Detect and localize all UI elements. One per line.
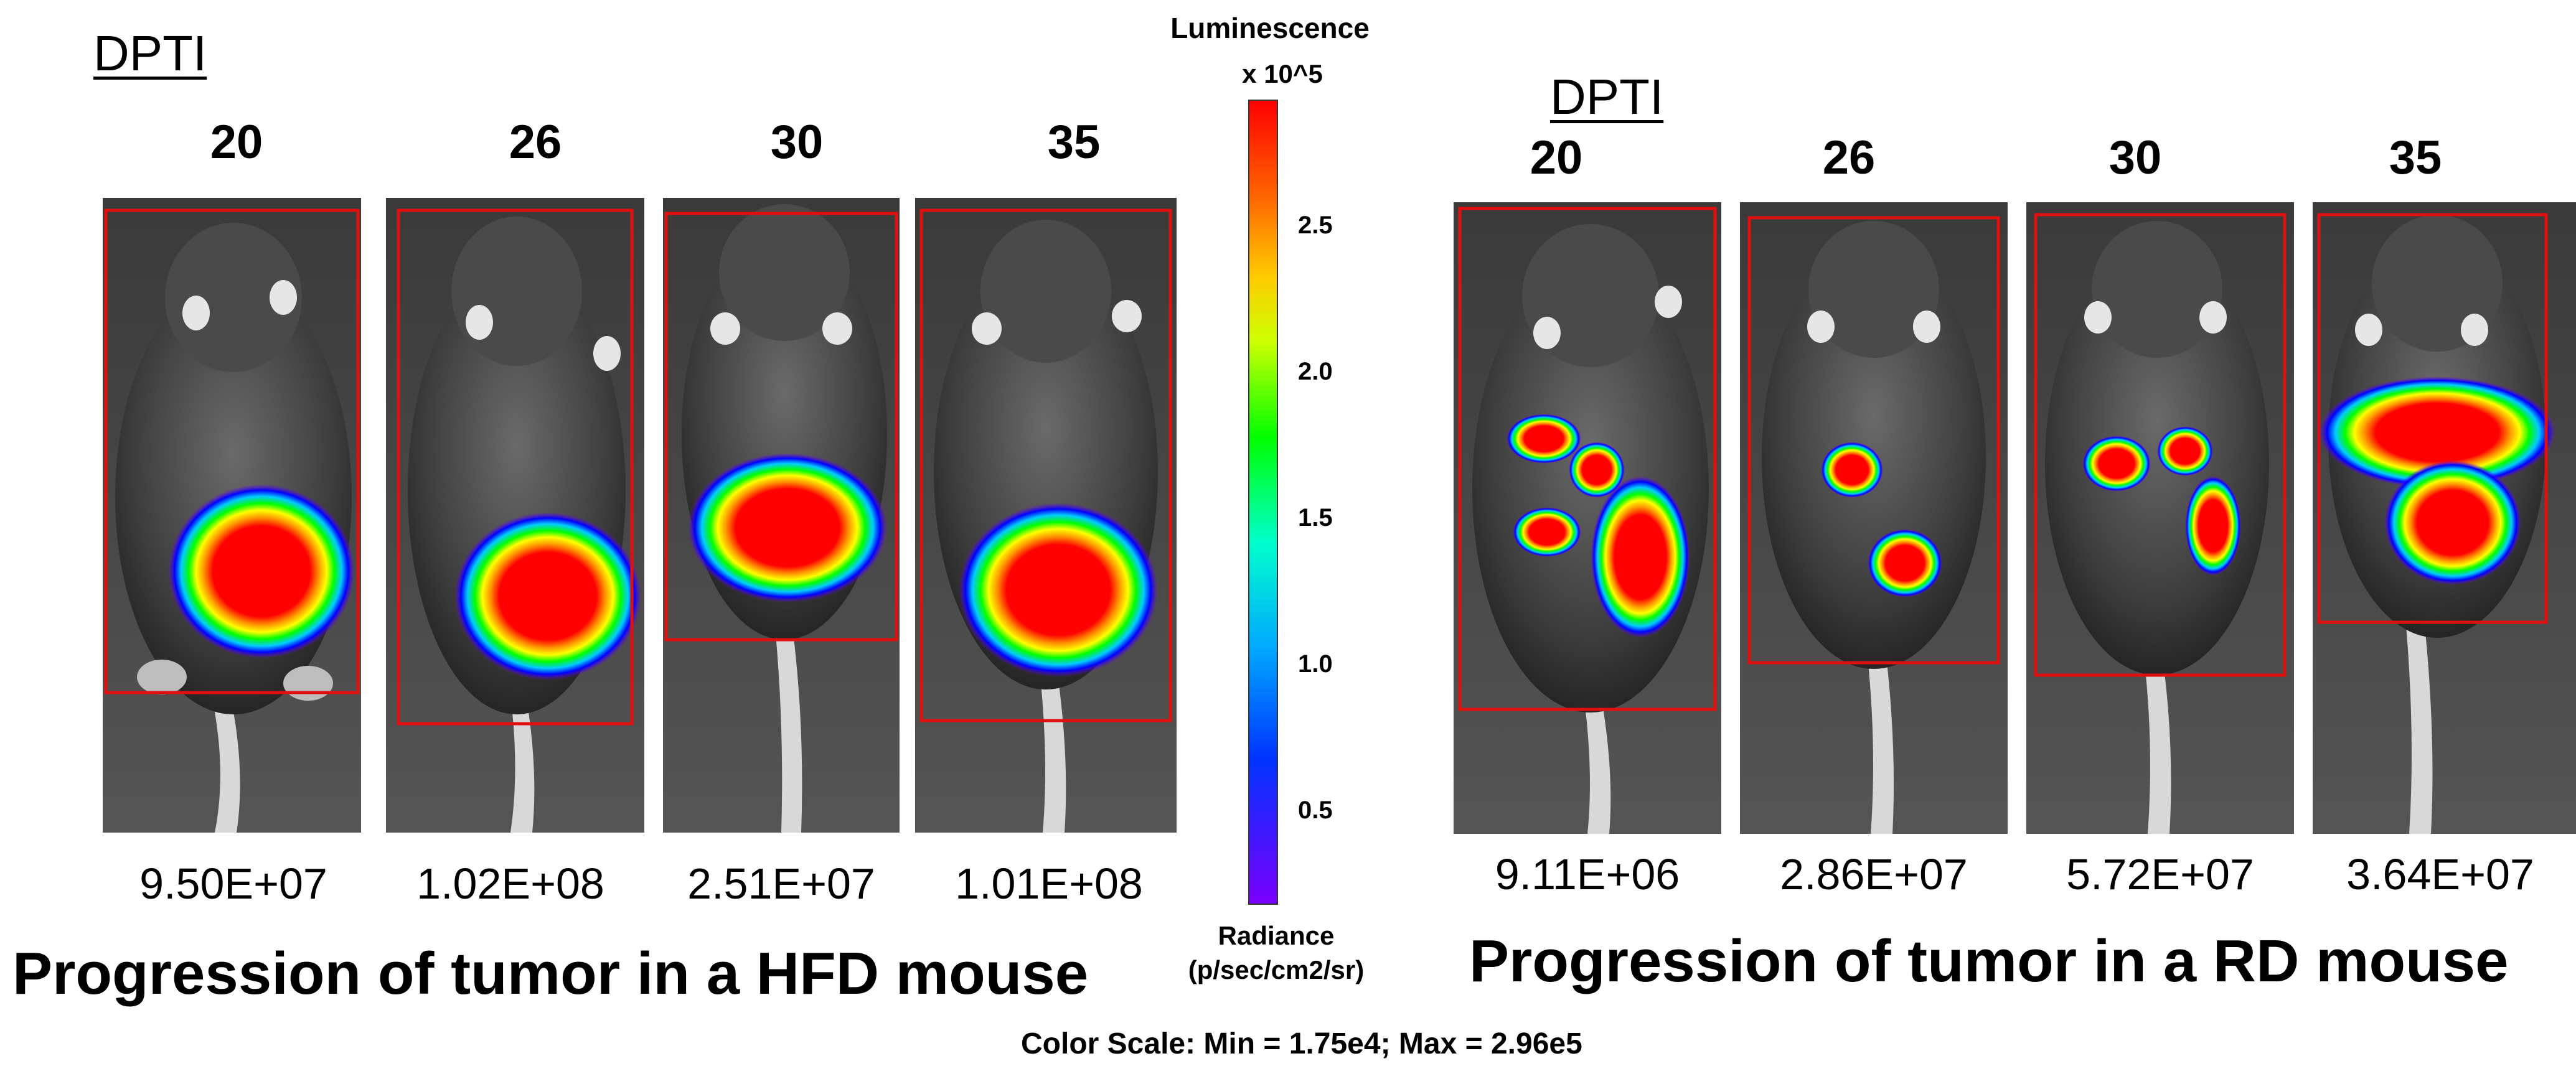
rd-image-day-26 [1740, 202, 2008, 834]
hfd-caption: Progression of tumor in a HFD mouse [12, 940, 1089, 1007]
legend-tick-1-0: 1.0 [1298, 650, 1333, 678]
legend-tick-2-5: 2.5 [1298, 212, 1333, 239]
legend-tick-1-5: 1.5 [1298, 504, 1333, 531]
legend-radiance-label: Radiance [1218, 921, 1335, 950]
hfd-value-day-20: 9.50E+07 [139, 859, 327, 908]
hfd-image-day-26 [386, 198, 644, 833]
rd-value-day-30: 5.72E+07 [2066, 850, 2254, 899]
hfd-value-day-35: 1.01E+08 [955, 859, 1143, 908]
hfd-day-20: 20 [210, 116, 263, 169]
hfd-dpti-label: DPTI [93, 26, 207, 81]
rd-image-day-30 [2026, 202, 2294, 834]
hfd-image-day-20 [103, 198, 361, 833]
hfd-day-26: 26 [509, 116, 562, 169]
legend-title: Luminescence [1170, 12, 1370, 44]
hfd-image-day-30 [663, 198, 900, 833]
rd-dpti-label: DPTI [1550, 69, 1664, 124]
rd-caption: Progression of tumor in a RD mouse [1469, 928, 2509, 994]
rd-day-30: 30 [2108, 131, 2162, 184]
color-scale-bar [1248, 100, 1278, 905]
hfd-day-35: 35 [1047, 116, 1101, 169]
rd-day-26: 26 [1822, 131, 1876, 184]
rd-value-day-26: 2.86E+07 [1780, 850, 1968, 899]
hfd-value-day-26: 1.02E+08 [416, 859, 604, 908]
hfd-image-day-35 [915, 198, 1177, 833]
hfd-day-30: 30 [770, 116, 824, 169]
hfd-value-day-30: 2.51E+07 [687, 859, 875, 908]
rd-day-20: 20 [1530, 131, 1583, 184]
rd-image-day-20 [1454, 202, 1721, 834]
rd-value-day-35: 3.64E+07 [2346, 850, 2534, 899]
legend-radiance-units: (p/sec/cm2/sr) [1188, 955, 1365, 984]
color-scale-footer: Color Scale: Min = 1.75e4; Max = 2.96e5 [1021, 1027, 1582, 1060]
legend-tick-2-0: 2.0 [1298, 358, 1333, 385]
rd-day-35: 35 [2389, 131, 2442, 184]
rd-image-day-35 [2313, 202, 2576, 834]
legend-multiplier: x 10^5 [1242, 59, 1323, 88]
legend-tick-0-5: 0.5 [1298, 797, 1333, 824]
rd-value-day-20: 9.11E+06 [1495, 850, 1680, 899]
